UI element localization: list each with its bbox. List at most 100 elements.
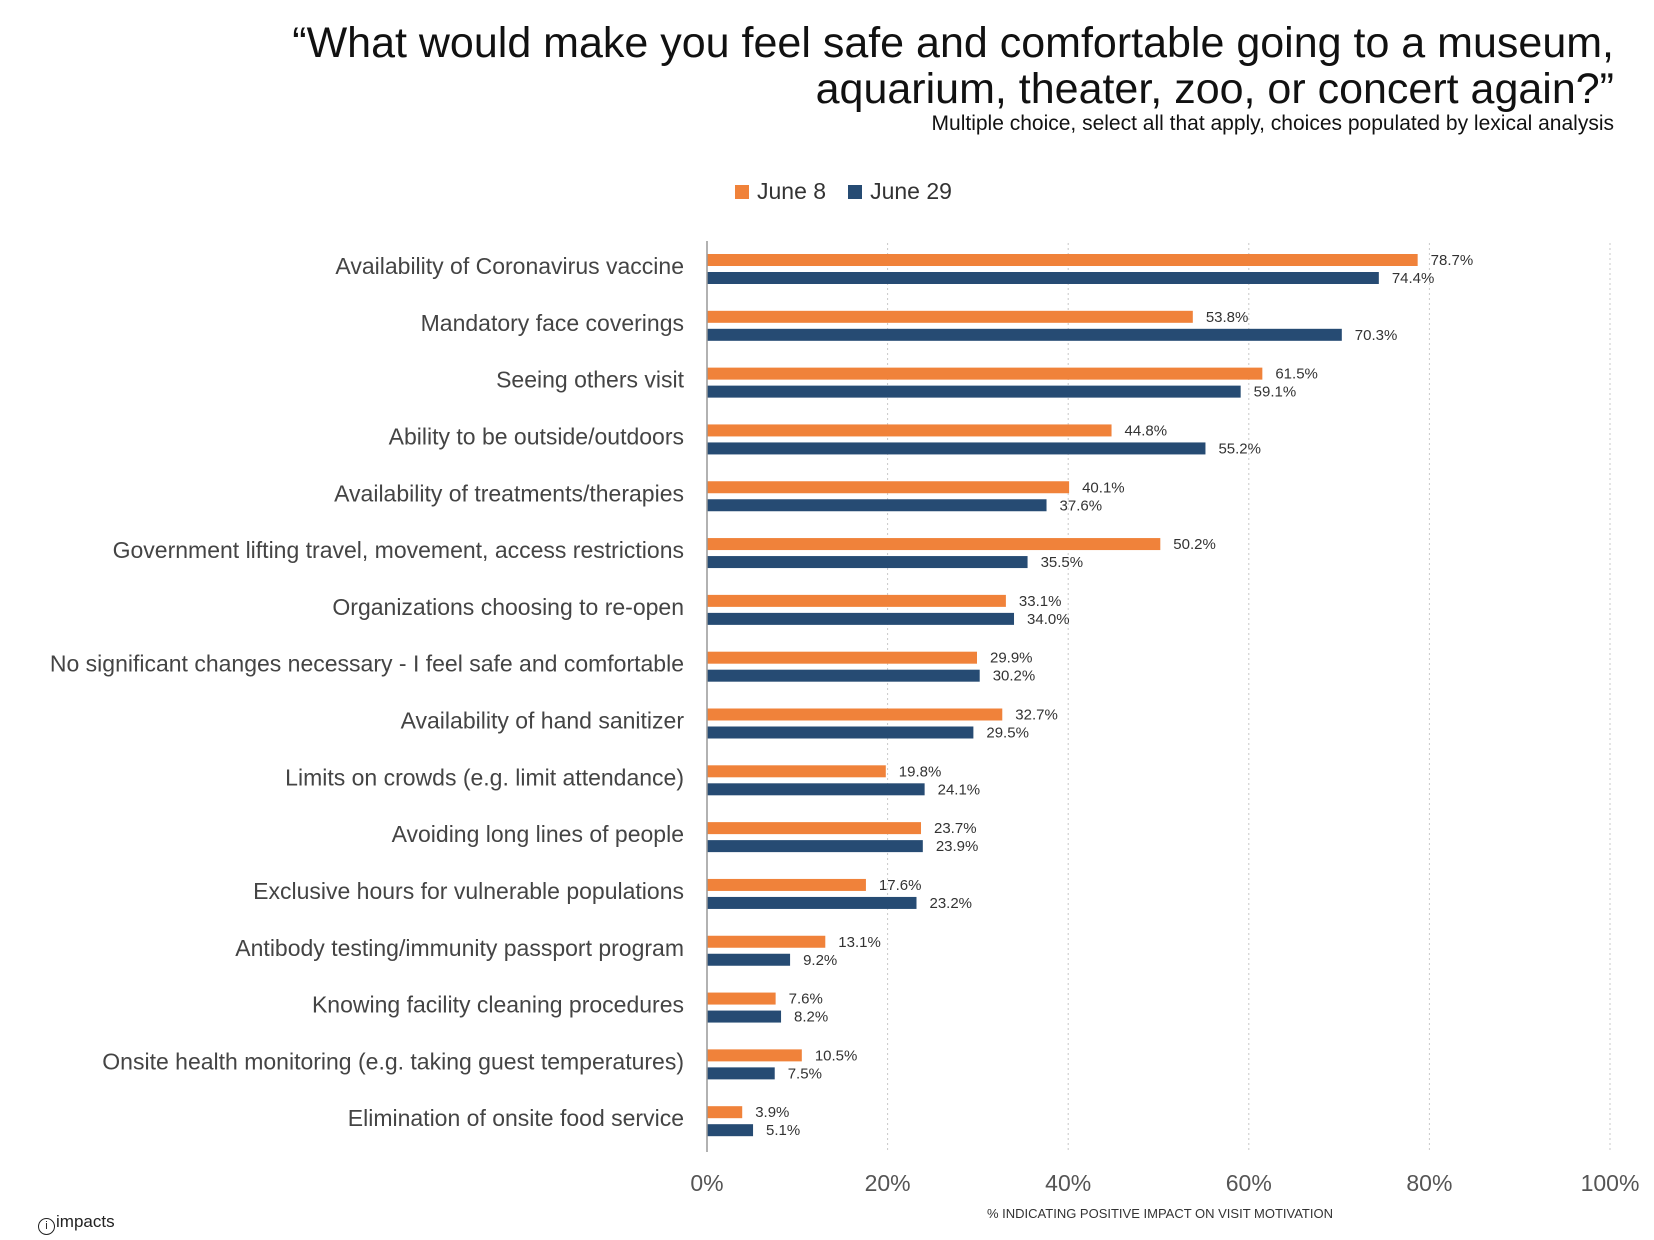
data-label-june-29: 55.2% <box>1218 440 1261 457</box>
bar-june-8 <box>707 822 922 835</box>
data-label-june-8: 61.5% <box>1275 366 1318 383</box>
category-label: Availability of treatments/therapies <box>334 480 684 506</box>
bar-june-29 <box>707 669 980 682</box>
legend-swatch-june-8 <box>735 184 749 199</box>
data-label-june-8: 33.1% <box>1019 593 1062 610</box>
data-label-june-8: 50.2% <box>1173 536 1216 553</box>
category-label: Knowing facility cleaning procedures <box>312 992 684 1018</box>
legend-label-june-29: June 29 <box>870 178 952 204</box>
category-label: Mandatory face coverings <box>421 310 684 336</box>
data-label-june-8: 40.1% <box>1082 479 1125 496</box>
bar-june-29 <box>707 385 1241 398</box>
x-tick-label: 80% <box>1406 1170 1452 1196</box>
category-label: Exclusive hours for vulnerable populatio… <box>253 878 684 904</box>
category-label: Ability to be outside/outdoors <box>389 423 684 449</box>
bar-june-8 <box>707 594 1006 607</box>
data-label-june-29: 70.3% <box>1355 327 1398 344</box>
data-label-june-8: 7.6% <box>789 991 823 1008</box>
category-label: Limits on crowds (e.g. limit attendance) <box>285 764 684 790</box>
chart-title-line-2: aquarium, theater, zoo, or concert again… <box>815 65 1614 113</box>
bar-june-29 <box>707 953 791 966</box>
bar-june-8 <box>707 367 1263 380</box>
bar-june-8 <box>707 935 826 948</box>
bar-june-29 <box>707 896 917 909</box>
data-label-june-8: 17.6% <box>879 877 922 894</box>
category-label: Onsite health monitoring (e.g. taking gu… <box>102 1048 684 1074</box>
bar-june-8 <box>707 992 776 1005</box>
data-label-june-29: 24.1% <box>938 781 981 798</box>
legend: June 8 June 29 <box>735 178 974 205</box>
data-label-june-29: 34.0% <box>1027 611 1070 628</box>
bar-june-29 <box>707 612 1015 625</box>
data-label-june-29: 59.1% <box>1254 384 1297 401</box>
category-label: Availability of hand sanitizer <box>401 708 685 734</box>
data-label-june-8: 23.7% <box>934 820 977 837</box>
category-label: Organizations choosing to re-open <box>332 594 684 620</box>
bar-june-8 <box>707 310 1193 323</box>
data-label-june-29: 7.5% <box>788 1065 822 1082</box>
bar-june-29 <box>707 499 1047 512</box>
x-tick-label: 40% <box>1045 1170 1091 1196</box>
data-label-june-8: 44.8% <box>1125 422 1168 439</box>
data-label-june-29: 37.6% <box>1060 497 1103 514</box>
data-label-june-29: 35.5% <box>1041 554 1084 571</box>
data-label-june-29: 30.2% <box>993 668 1036 685</box>
data-label-june-29: 23.2% <box>929 895 972 912</box>
bar-june-29 <box>707 556 1028 569</box>
data-label-june-8: 29.9% <box>990 650 1033 667</box>
bar-june-29 <box>707 1124 754 1137</box>
data-label-june-8: 13.1% <box>838 934 881 951</box>
category-label: Avoiding long lines of people <box>392 821 684 847</box>
bar-june-8 <box>707 878 866 891</box>
legend-item-june-29: June 29 <box>848 178 952 205</box>
bar-june-8 <box>707 765 886 778</box>
bar-june-8 <box>707 481 1070 494</box>
data-label-june-29: 23.9% <box>936 838 979 855</box>
bar-june-29 <box>707 726 974 739</box>
bar-june-8 <box>707 424 1112 437</box>
x-tick-label: 60% <box>1226 1170 1272 1196</box>
x-axis-title: % INDICATING POSITIVE IMPACT ON VISIT MO… <box>987 1206 1333 1221</box>
data-label-june-29: 5.1% <box>766 1122 800 1139</box>
info-icon: i <box>38 1218 55 1235</box>
data-label-june-8: 19.8% <box>899 763 942 780</box>
data-label-june-29: 29.5% <box>986 725 1029 742</box>
data-label-june-8: 32.7% <box>1015 707 1058 724</box>
data-label-june-29: 74.4% <box>1392 270 1435 287</box>
bar-june-29 <box>707 328 1342 341</box>
data-label-june-29: 9.2% <box>803 952 837 969</box>
data-label-june-29: 8.2% <box>794 1009 828 1026</box>
bar-june-29 <box>707 442 1206 455</box>
logo-text: impacts <box>56 1212 115 1231</box>
bar-june-29 <box>707 272 1379 284</box>
category-label: No significant changes necessary - I fee… <box>50 651 684 677</box>
data-label-june-8: 3.9% <box>755 1104 789 1121</box>
category-label: Government lifting travel, movement, acc… <box>113 537 684 563</box>
x-tick-label: 100% <box>1581 1170 1640 1196</box>
data-label-june-8: 10.5% <box>815 1047 858 1064</box>
legend-swatch-june-29 <box>848 184 863 199</box>
category-label: Elimination of onsite food service <box>348 1105 684 1131</box>
data-label-june-8: 53.8% <box>1206 309 1249 326</box>
bar-june-8 <box>707 538 1161 551</box>
bar-june-8 <box>707 1106 743 1119</box>
category-label: Availability of Coronavirus vaccine <box>335 253 684 279</box>
bar-june-29 <box>707 783 925 796</box>
category-label: Antibody testing/immunity passport progr… <box>235 935 684 961</box>
category-label: Seeing others visit <box>496 367 685 393</box>
chart-title: “What would make you feel safe and comfo… <box>114 20 1614 112</box>
data-label-june-8: 78.7% <box>1431 252 1474 269</box>
chart-title-line-1: “What would make you feel safe and comfo… <box>292 19 1614 67</box>
legend-label-june-8: June 8 <box>757 178 827 204</box>
bar-june-8 <box>707 708 1003 721</box>
bar-june-29 <box>707 1010 782 1023</box>
bar-june-8 <box>707 254 1418 266</box>
impacts-logo: i impacts <box>38 1212 115 1235</box>
chart-subtitle: Multiple choice, select all that apply, … <box>931 112 1614 135</box>
bar-june-29 <box>707 1067 775 1080</box>
x-tick-label: 20% <box>865 1170 911 1196</box>
legend-item-june-8: June 8 <box>735 178 826 205</box>
x-tick-label: 0% <box>690 1170 723 1196</box>
bar-june-29 <box>707 840 923 853</box>
